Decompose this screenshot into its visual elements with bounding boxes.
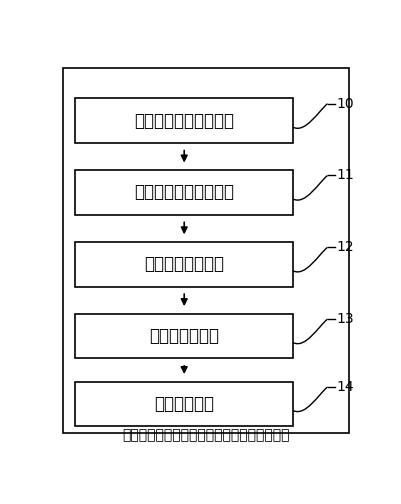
Text: 14: 14 [336, 380, 354, 394]
Bar [75, 242, 293, 287]
Text: 12: 12 [336, 240, 354, 254]
Text: 基础用户数据维护模块: 基础用户数据维护模块 [134, 111, 234, 130]
Text: 数据通讯模块: 数据通讯模块 [154, 395, 214, 413]
Bar [75, 382, 293, 426]
Text: 运行事件数据维护模块: 运行事件数据维护模块 [134, 183, 234, 202]
Text: 10: 10 [336, 97, 354, 111]
Text: 指标可视化模块: 指标可视化模块 [149, 327, 219, 345]
Bar [75, 98, 293, 143]
Text: 11: 11 [336, 168, 354, 182]
Bar [75, 170, 293, 215]
Text: 指标统计分析模块: 指标统计分析模块 [144, 255, 224, 273]
Text: 13: 13 [336, 312, 354, 326]
Bar [75, 313, 293, 358]
Text: 一种支撑终端用户供电可靠性管理的终端模型: 一种支撑终端用户供电可靠性管理的终端模型 [122, 428, 289, 442]
